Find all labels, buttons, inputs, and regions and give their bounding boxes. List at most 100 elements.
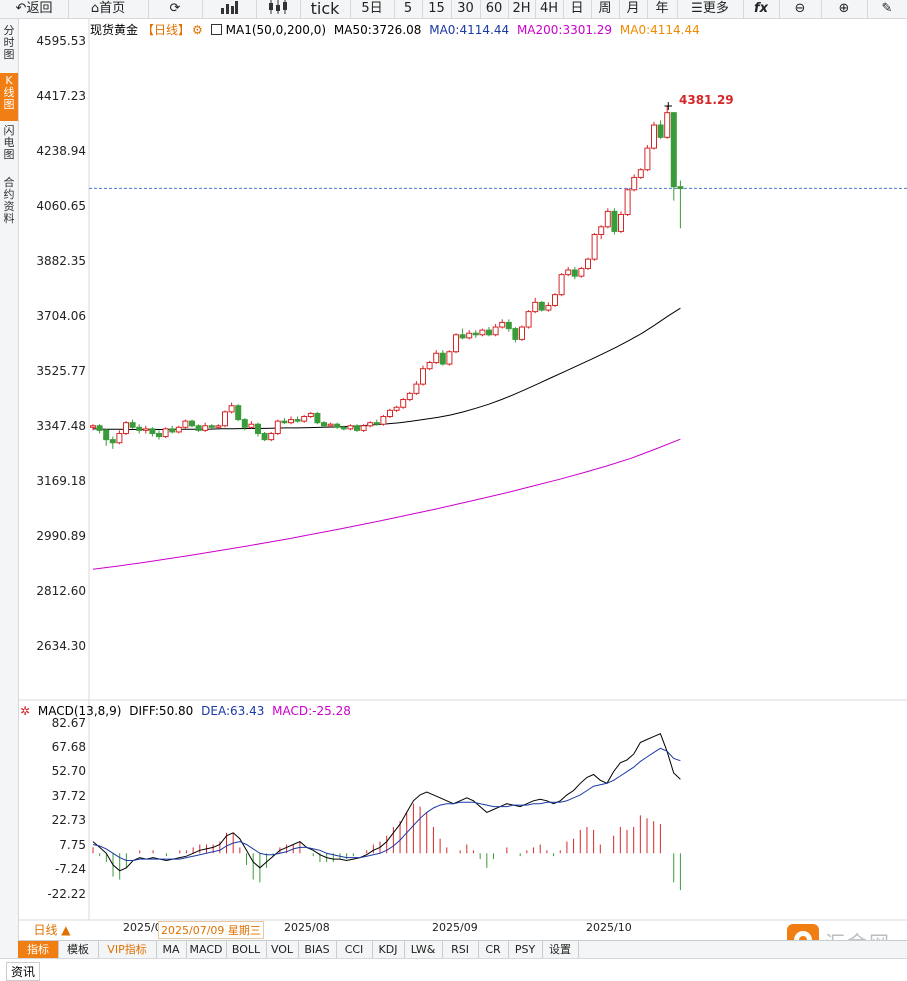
back-arrow-icon: ↶ bbox=[15, 1, 27, 16]
macd-tick: -7.24 bbox=[54, 862, 86, 876]
candle-body bbox=[248, 423, 255, 428]
macd-tick: 52.70 bbox=[51, 764, 86, 778]
candle-body bbox=[618, 213, 624, 232]
date-label: 2025/08 bbox=[284, 921, 330, 934]
candle-body bbox=[499, 321, 506, 328]
draw-button[interactable]: ✎ bbox=[867, 0, 907, 18]
candle-body bbox=[532, 301, 539, 313]
tab-cr[interactable]: CR bbox=[478, 941, 509, 958]
more-button[interactable]: ☰更多 bbox=[677, 0, 744, 18]
indicator-tabbar: 指标 模板 VIP指标 MA MACD BOLL VOL BIAS CCI KD… bbox=[18, 940, 907, 958]
candle-body bbox=[360, 425, 367, 431]
candle-body bbox=[123, 422, 129, 434]
sidebar-item-kline[interactable]: K线图 bbox=[0, 73, 18, 121]
tab-vol[interactable]: VOL bbox=[266, 941, 299, 958]
candle-body bbox=[222, 411, 228, 427]
news-tab[interactable]: 资讯 bbox=[6, 962, 41, 981]
price-tick: 3169.18 bbox=[36, 474, 86, 488]
candle-body bbox=[294, 419, 301, 422]
legend-ma1: MA1(50,0,200,0) bbox=[225, 23, 327, 37]
ma-toggle-icon[interactable] bbox=[210, 24, 222, 35]
zoom-in-icon: ⊕ bbox=[838, 1, 850, 16]
formula-button[interactable]: fx bbox=[743, 0, 780, 18]
candle-body bbox=[459, 334, 466, 339]
legend-ma50: MA50:3726.08 bbox=[333, 23, 422, 37]
sidebar-item-timeshare[interactable]: 分时图 bbox=[3, 24, 15, 61]
tab-psy[interactable]: PSY bbox=[508, 941, 543, 958]
tab-ma[interactable]: MA bbox=[156, 941, 187, 958]
back-button[interactable]: ↶返回 bbox=[0, 0, 69, 18]
zoom-out-button[interactable]: ⊖ bbox=[779, 0, 822, 18]
candle-body bbox=[400, 399, 407, 408]
candle-body bbox=[479, 329, 486, 336]
tab-kdj[interactable]: KDJ bbox=[372, 941, 405, 958]
candle-body bbox=[142, 428, 149, 431]
candle-body bbox=[182, 420, 189, 428]
macd-tick: 22.73 bbox=[51, 813, 86, 827]
sidebar-item-flash[interactable]: 闪电图 bbox=[3, 124, 15, 161]
5min-button[interactable]: 5 bbox=[394, 0, 423, 18]
candle-body bbox=[472, 332, 479, 336]
home-button[interactable]: ⌂首页 bbox=[68, 0, 149, 18]
legend-name: 现货黄金 bbox=[90, 23, 139, 37]
60min-button[interactable]: 60 bbox=[480, 0, 509, 18]
tab-indicator[interactable]: 指标 bbox=[18, 941, 59, 958]
5day-button[interactable]: 5日 bbox=[350, 0, 395, 18]
macd-settings-icon[interactable]: ✲ bbox=[20, 704, 31, 718]
settings-icon[interactable]: ⚙ bbox=[192, 23, 203, 37]
refresh-button[interactable]: ⟳ bbox=[148, 0, 203, 18]
period-selector[interactable]: 日线 ▲ bbox=[20, 922, 84, 939]
candle-body bbox=[340, 426, 347, 430]
day-button[interactable]: 日 bbox=[563, 0, 592, 18]
candle-body bbox=[136, 426, 143, 431]
candle-button[interactable] bbox=[256, 0, 301, 18]
price-tick: 3347.48 bbox=[36, 419, 86, 433]
month-button[interactable]: 月 bbox=[619, 0, 648, 18]
2h-button[interactable]: 2H bbox=[508, 0, 536, 18]
price-tick: 3525.77 bbox=[36, 364, 86, 378]
price-chart[interactable]: + bbox=[0, 0, 907, 940]
candle-body bbox=[433, 352, 440, 364]
30min-button[interactable]: 30 bbox=[451, 0, 481, 18]
candle-body bbox=[235, 405, 242, 421]
candle-body bbox=[228, 405, 235, 413]
candle-body bbox=[195, 425, 202, 431]
candle-body bbox=[565, 269, 572, 276]
tab-vip[interactable]: VIP指标 bbox=[98, 941, 157, 958]
tab-cci[interactable]: CCI bbox=[336, 941, 373, 958]
candle-body bbox=[347, 425, 354, 430]
tab-lw[interactable]: LW& bbox=[404, 941, 443, 958]
4h-button[interactable]: 4H bbox=[535, 0, 564, 18]
candle-body bbox=[241, 419, 248, 428]
candle-body bbox=[149, 428, 156, 434]
bar-chart-button[interactable] bbox=[202, 0, 257, 18]
candle-body bbox=[578, 267, 585, 277]
candle-body bbox=[301, 416, 308, 422]
sidebar-item-contract[interactable]: 合约资料 bbox=[3, 176, 15, 225]
candle-body bbox=[585, 258, 591, 269]
tab-boll[interactable]: BOLL bbox=[226, 941, 267, 958]
tab-rsi[interactable]: RSI bbox=[442, 941, 479, 958]
candle-body bbox=[426, 362, 433, 370]
status-bar: 资讯 bbox=[0, 958, 907, 981]
dea-line bbox=[92, 747, 681, 861]
candle-body bbox=[505, 321, 512, 330]
price-tick: 3704.06 bbox=[36, 309, 86, 323]
candle-body bbox=[156, 432, 162, 438]
candle-body bbox=[631, 176, 638, 191]
candle-body bbox=[420, 368, 426, 385]
tab-bias[interactable]: BIAS bbox=[298, 941, 337, 958]
year-button[interactable]: 年 bbox=[647, 0, 678, 18]
tick-button[interactable]: tick bbox=[300, 0, 351, 18]
15min-button[interactable]: 15 bbox=[422, 0, 452, 18]
zoom-in-button[interactable]: ⊕ bbox=[821, 0, 868, 18]
week-button[interactable]: 周 bbox=[591, 0, 620, 18]
tab-template[interactable]: 模板 bbox=[58, 941, 99, 958]
candle-body bbox=[624, 189, 631, 215]
macd-legend: ✲ MACD(13,8,9) DIFF:50.80 DEA:63.43 MACD… bbox=[20, 704, 355, 718]
tab-settings[interactable]: 设置 bbox=[542, 941, 579, 958]
legend-ma200: MA200:3301.29 bbox=[516, 23, 613, 37]
candle-body bbox=[651, 124, 657, 149]
candle-body bbox=[175, 426, 182, 433]
tab-macd[interactable]: MACD bbox=[186, 941, 227, 958]
